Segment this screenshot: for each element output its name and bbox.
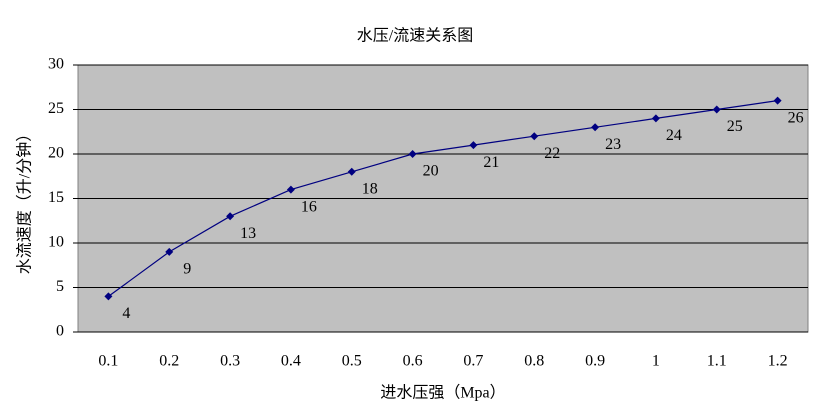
data-point <box>651 114 660 123</box>
data-label: 24 <box>666 127 682 144</box>
y-axis-label: 水流速度（升/分钟） <box>16 126 34 274</box>
x-tick-label: 1.1 <box>707 353 727 370</box>
data-point <box>591 123 600 132</box>
data-label: 13 <box>240 225 256 242</box>
data-label: 26 <box>788 109 804 126</box>
x-tick-label: 0.9 <box>585 353 605 370</box>
y-tick-label: 0 <box>56 323 64 340</box>
x-tick-label: 0.2 <box>159 353 179 370</box>
data-point <box>469 141 478 150</box>
data-label: 4 <box>122 305 130 322</box>
data-label: 25 <box>727 118 743 135</box>
x-tick-label: 1 <box>652 353 660 370</box>
data-label: 23 <box>605 136 621 153</box>
x-tick-label: 0.8 <box>524 353 544 370</box>
chart-title: 水压/流速关系图 <box>357 27 473 45</box>
data-point <box>530 132 539 141</box>
data-point <box>104 292 113 301</box>
y-tick-label: 5 <box>56 278 64 295</box>
data-point <box>408 150 417 158</box>
data-line <box>108 100 778 297</box>
x-tick-label: 0.5 <box>342 353 362 370</box>
x-axis-label: 进水压强（Mpa） <box>380 384 505 402</box>
y-tick-label: 15 <box>48 189 64 206</box>
data-point <box>347 167 356 176</box>
x-tick-label: 0.6 <box>403 353 423 370</box>
x-tick-label: 1.2 <box>768 353 788 370</box>
data-label: 20 <box>423 163 439 180</box>
data-label: 22 <box>544 145 560 162</box>
data-point <box>286 185 295 194</box>
x-tick-label: 0.7 <box>463 353 483 370</box>
data-point <box>165 247 174 256</box>
y-tick-label: 10 <box>48 234 64 251</box>
x-tick-label: 0.1 <box>98 353 118 370</box>
y-tick-label: 20 <box>48 145 64 162</box>
y-tick-label: 30 <box>48 56 64 73</box>
y-tick-label: 25 <box>48 100 64 117</box>
data-point <box>226 212 235 221</box>
data-point <box>773 96 782 105</box>
data-label: 9 <box>183 261 191 278</box>
data-label: 16 <box>301 198 317 215</box>
data-label: 18 <box>362 180 378 197</box>
data-point <box>712 105 721 114</box>
data-label: 21 <box>483 154 499 171</box>
x-tick-label: 0.3 <box>220 353 240 370</box>
x-tick-label: 0.4 <box>281 353 301 370</box>
